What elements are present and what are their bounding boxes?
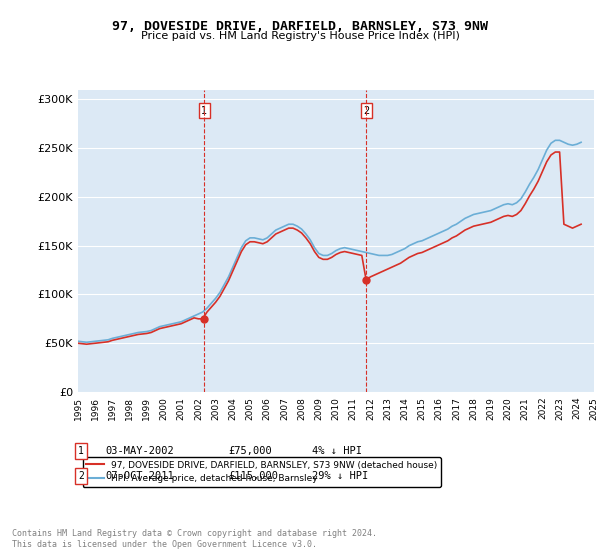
Text: 03-MAY-2002: 03-MAY-2002 [105, 446, 174, 456]
Text: £115,000: £115,000 [228, 471, 278, 481]
Text: 1: 1 [201, 106, 207, 116]
Text: 07-OCT-2011: 07-OCT-2011 [105, 471, 174, 481]
Text: Price paid vs. HM Land Registry's House Price Index (HPI): Price paid vs. HM Land Registry's House … [140, 31, 460, 41]
Text: 29% ↓ HPI: 29% ↓ HPI [312, 471, 368, 481]
Text: £75,000: £75,000 [228, 446, 272, 456]
Text: 2: 2 [78, 471, 84, 481]
Text: 4% ↓ HPI: 4% ↓ HPI [312, 446, 362, 456]
Text: Contains HM Land Registry data © Crown copyright and database right 2024.
This d: Contains HM Land Registry data © Crown c… [12, 529, 377, 549]
Text: 1: 1 [78, 446, 84, 456]
Text: 97, DOVESIDE DRIVE, DARFIELD, BARNSLEY, S73 9NW: 97, DOVESIDE DRIVE, DARFIELD, BARNSLEY, … [112, 20, 488, 32]
Text: 2: 2 [363, 106, 369, 116]
Legend: 97, DOVESIDE DRIVE, DARFIELD, BARNSLEY, S73 9NW (detached house), HPI: Average p: 97, DOVESIDE DRIVE, DARFIELD, BARNSLEY, … [83, 457, 441, 487]
